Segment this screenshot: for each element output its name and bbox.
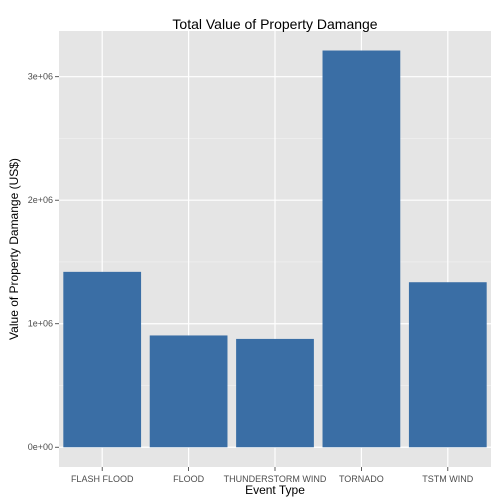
bar — [149, 335, 228, 448]
bar — [322, 50, 401, 448]
y-tick-label: 3e+06 — [28, 72, 53, 82]
bar — [63, 271, 142, 448]
x-tick-label: FLOOD — [173, 474, 205, 484]
x-tick-label: TORNADO — [339, 474, 384, 484]
y-tick-label: 0e+00 — [28, 442, 53, 452]
y-tick-label: 2e+06 — [28, 195, 53, 205]
x-tick-label: TSTM WIND — [422, 474, 473, 484]
x-axis-title: Event Type — [245, 483, 305, 497]
bars — [63, 50, 487, 448]
y-axis: 0e+00 1e+06 2e+06 3e+06 — [28, 72, 59, 452]
bar — [236, 338, 314, 448]
x-axis: FLASH FLOOD FLOOD THUNDERSTORM WIND TORNADO… — [71, 467, 474, 484]
chart-title: Total Value of Property Damange — [172, 16, 377, 32]
y-axis-title: Value of Property Damange (US$) — [7, 158, 21, 340]
x-tick-label: THUNDERSTORM WIND — [224, 474, 327, 484]
bar — [408, 282, 487, 448]
x-tick-label: FLASH FLOOD — [71, 474, 134, 484]
y-tick-label: 1e+06 — [28, 319, 53, 329]
